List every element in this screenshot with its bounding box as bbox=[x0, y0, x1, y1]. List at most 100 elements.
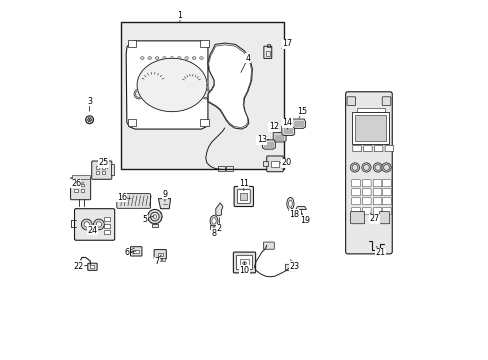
Polygon shape bbox=[208, 45, 251, 127]
Text: 23: 23 bbox=[289, 260, 299, 271]
FancyBboxPatch shape bbox=[362, 189, 370, 196]
FancyBboxPatch shape bbox=[233, 252, 255, 273]
Text: 27: 27 bbox=[368, 213, 379, 223]
Bar bbox=[104, 217, 109, 221]
Bar bbox=[158, 258, 161, 261]
Text: 16: 16 bbox=[117, 193, 130, 202]
Bar bbox=[266, 44, 270, 46]
FancyBboxPatch shape bbox=[234, 186, 253, 207]
Text: 17: 17 bbox=[281, 39, 292, 49]
Bar bbox=[102, 166, 105, 169]
Ellipse shape bbox=[150, 212, 159, 221]
FancyBboxPatch shape bbox=[345, 92, 391, 254]
Ellipse shape bbox=[381, 163, 390, 172]
Bar bbox=[127, 40, 136, 47]
FancyBboxPatch shape bbox=[382, 208, 390, 215]
FancyBboxPatch shape bbox=[384, 145, 393, 152]
Bar bbox=[200, 40, 208, 47]
Text: 24: 24 bbox=[87, 226, 98, 235]
Bar bbox=[354, 115, 385, 141]
Ellipse shape bbox=[361, 163, 370, 172]
Bar bbox=[356, 108, 385, 112]
FancyBboxPatch shape bbox=[130, 247, 142, 256]
Bar bbox=[217, 166, 224, 171]
FancyBboxPatch shape bbox=[352, 145, 361, 152]
Bar bbox=[110, 164, 113, 175]
Ellipse shape bbox=[363, 165, 368, 170]
Ellipse shape bbox=[184, 57, 188, 59]
Text: 5: 5 bbox=[142, 215, 154, 224]
FancyBboxPatch shape bbox=[285, 264, 294, 271]
FancyBboxPatch shape bbox=[351, 180, 360, 187]
FancyBboxPatch shape bbox=[263, 242, 274, 249]
Bar bbox=[263, 161, 267, 166]
FancyBboxPatch shape bbox=[237, 190, 250, 203]
Bar bbox=[265, 51, 270, 56]
Text: 26: 26 bbox=[71, 179, 83, 188]
Ellipse shape bbox=[84, 222, 89, 227]
FancyBboxPatch shape bbox=[362, 180, 370, 187]
Text: 14: 14 bbox=[282, 118, 292, 129]
Bar bbox=[81, 184, 84, 186]
Ellipse shape bbox=[211, 218, 216, 224]
Bar bbox=[104, 224, 109, 228]
FancyBboxPatch shape bbox=[74, 209, 115, 240]
Ellipse shape bbox=[286, 197, 293, 210]
FancyBboxPatch shape bbox=[154, 249, 166, 259]
Text: 10: 10 bbox=[239, 262, 249, 275]
FancyBboxPatch shape bbox=[372, 180, 381, 187]
Ellipse shape bbox=[372, 163, 382, 172]
FancyBboxPatch shape bbox=[117, 194, 150, 208]
Ellipse shape bbox=[85, 116, 93, 124]
Ellipse shape bbox=[96, 222, 102, 227]
FancyBboxPatch shape bbox=[236, 255, 252, 270]
Bar bbox=[74, 189, 78, 192]
Bar bbox=[271, 161, 278, 167]
Text: 3: 3 bbox=[87, 96, 92, 111]
Polygon shape bbox=[281, 126, 294, 135]
Ellipse shape bbox=[93, 219, 104, 230]
Text: 15: 15 bbox=[296, 107, 306, 118]
Bar bbox=[225, 166, 233, 171]
Polygon shape bbox=[262, 140, 275, 149]
FancyBboxPatch shape bbox=[92, 161, 112, 179]
Ellipse shape bbox=[153, 215, 156, 219]
Ellipse shape bbox=[349, 163, 359, 172]
Ellipse shape bbox=[179, 70, 203, 96]
FancyBboxPatch shape bbox=[351, 189, 360, 196]
FancyBboxPatch shape bbox=[379, 212, 389, 224]
Text: 7: 7 bbox=[154, 255, 161, 266]
Ellipse shape bbox=[170, 57, 173, 59]
Ellipse shape bbox=[201, 89, 210, 99]
FancyBboxPatch shape bbox=[351, 208, 360, 215]
FancyBboxPatch shape bbox=[346, 97, 355, 105]
Ellipse shape bbox=[383, 165, 388, 170]
Bar bbox=[200, 119, 208, 126]
Text: 1: 1 bbox=[177, 10, 182, 22]
Bar bbox=[152, 224, 158, 227]
Bar bbox=[121, 22, 284, 169]
Text: 18: 18 bbox=[288, 208, 298, 219]
Text: 13: 13 bbox=[256, 135, 268, 144]
FancyBboxPatch shape bbox=[350, 212, 364, 224]
FancyBboxPatch shape bbox=[382, 198, 390, 205]
Polygon shape bbox=[215, 203, 223, 216]
Polygon shape bbox=[207, 43, 252, 129]
Polygon shape bbox=[273, 133, 285, 142]
Polygon shape bbox=[292, 119, 305, 129]
Bar bbox=[90, 265, 94, 268]
Text: 4: 4 bbox=[241, 54, 250, 72]
Ellipse shape bbox=[155, 57, 159, 59]
Bar bbox=[81, 189, 84, 192]
Polygon shape bbox=[158, 199, 170, 209]
Ellipse shape bbox=[140, 57, 144, 59]
Bar bbox=[351, 112, 388, 144]
Text: 25: 25 bbox=[99, 158, 109, 168]
Text: 6: 6 bbox=[124, 248, 136, 257]
Bar bbox=[356, 113, 385, 117]
FancyBboxPatch shape bbox=[362, 198, 370, 205]
Text: 9: 9 bbox=[162, 190, 167, 202]
Text: 21: 21 bbox=[375, 246, 385, 257]
Ellipse shape bbox=[147, 57, 151, 59]
Bar bbox=[104, 230, 109, 234]
